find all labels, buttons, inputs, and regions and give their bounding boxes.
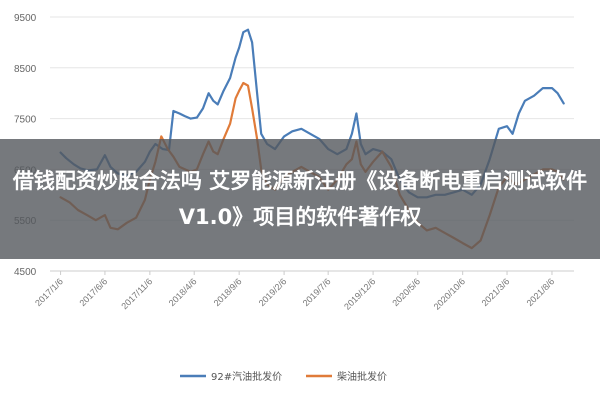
- x-tick-label: 2018/4/6: [167, 276, 199, 308]
- y-tick-label: 9500: [14, 13, 37, 24]
- x-tick-label: 2021/8/6: [525, 276, 557, 308]
- x-tick-label: 2020/10/6: [432, 276, 467, 311]
- x-tick-label: 2019/12/6: [342, 276, 377, 311]
- legend: 92#汽油批发价 柴油批发价: [180, 370, 387, 383]
- x-tick-label: 2019/2/6: [257, 276, 289, 308]
- x-tick-label: 2017/1/6: [33, 276, 65, 308]
- x-tick-label: 2020/5/6: [390, 276, 422, 308]
- x-tick-label: 2017/6/6: [77, 276, 109, 308]
- y-tick-label: 4500: [14, 267, 37, 278]
- y-tick-label: 8500: [14, 64, 37, 75]
- legend-label: 92#汽油批发价: [211, 370, 282, 383]
- x-tick-label: 2018/9/6: [212, 276, 244, 308]
- headline-banner: 借钱配资炒股合法吗 艾罗能源新注册《设备断电重启测试软件V1.0》项目的软件著作…: [0, 139, 600, 259]
- x-tick-label: 2019/7/6: [301, 276, 333, 308]
- legend-label: 柴油批发价: [337, 370, 387, 383]
- headline-text: 借钱配资炒股合法吗 艾罗能源新注册《设备断电重启测试软件V1.0》项目的软件著作…: [12, 169, 588, 229]
- x-tick-label: 2017/11/6: [119, 276, 154, 311]
- x-tick-label: 2021/3/6: [480, 276, 512, 308]
- y-tick-label: 7500: [14, 115, 37, 126]
- x-axis-ticks: 2017/1/6 2017/6/6 2017/11/6 2018/4/6 2018/9/…: [33, 271, 556, 312]
